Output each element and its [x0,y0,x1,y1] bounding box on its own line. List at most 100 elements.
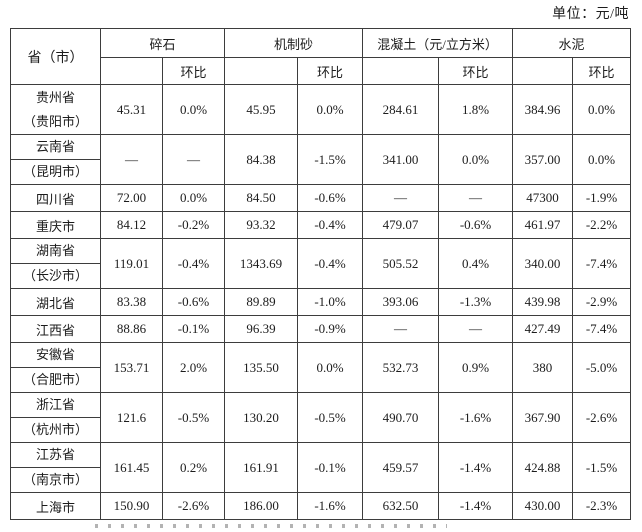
province-name: 江西省 [35,322,75,338]
cell-value: 1343.69 [224,238,299,289]
cell-value: 150.90 [100,492,163,520]
cell-value: -0.4% [297,211,364,239]
cell-value: -1.6% [438,392,514,443]
cell-value: 424.88 [512,442,574,493]
cell-value: 83.38 [100,288,163,316]
table-row: 安徽省 （合肥市） 153.71 2.0% 135.50 0.0% 532.73… [10,342,632,393]
table-row: 江苏省 （南京市） 161.45 0.2% 161.91 -0.1% 459.5… [10,442,632,493]
cell-value: -0.6% [161,288,226,316]
cell-value: 532.73 [362,342,440,393]
cell-value: -1.5% [572,442,632,493]
cell-value: 89.89 [224,288,299,316]
cell-value: — [438,315,514,343]
cell-value: 439.98 [512,288,574,316]
province-name: 湖北省 [35,295,75,311]
province-cell: 湖南省 （长沙市） [10,238,101,289]
cell-value: -2.9% [572,288,632,316]
cell-value: 153.71 [100,342,163,393]
cell-value: 357.00 [512,134,574,185]
cell-value: 84.12 [100,211,163,239]
table-row: 重庆市 84.12 -0.2% 93.32 -0.4% 479.07 -0.6%… [10,211,632,239]
cell-value: 161.91 [224,442,299,493]
province-name: 四川省 [35,191,75,207]
cell-value: 427.49 [512,315,574,343]
cell-value: -1.9% [572,184,632,212]
province-city: （长沙市） [22,268,88,283]
header-row-groups: 省（市） 碎石 机制砂 混凝土（元/立方米） 水泥 [10,28,632,85]
province-cell: 上海市 [10,492,101,520]
cell-value: 161.45 [100,442,163,493]
cell-value: 459.57 [362,442,440,493]
subheader-mom: 环比 [297,57,364,85]
cell-value: 47300 [512,184,574,212]
cell-value: -0.6% [297,184,364,212]
cell-value: -0.5% [297,392,364,443]
cell-value: 284.61 [362,84,440,135]
province-cell: 重庆市 [10,211,101,239]
cell-value: 0.0% [161,184,226,212]
cell-value: 1.8% [438,84,514,135]
province-cell: 江苏省 （南京市） [10,442,101,493]
table-row: 湖南省 （长沙市） 119.01 -0.4% 1343.69 -0.4% 505… [10,238,632,289]
group-header-cement: 水泥 [512,28,632,58]
province-cell: 江西省 [10,315,101,343]
group-header-concrete: 混凝土（元/立方米） [362,28,514,58]
cell-value: -2.3% [572,492,632,520]
province-cell: 四川省 [10,184,101,212]
subheader-mom: 环比 [161,57,226,85]
cell-value: 384.96 [512,84,574,135]
cell-value: -2.6% [161,492,226,520]
cell-value: -7.4% [572,238,632,289]
group-header-crushed-stone: 碎石 [99,28,226,58]
province-name: 重庆市 [35,218,75,234]
unit-label: 单位：元/吨 [552,7,629,22]
cell-value: 0.0% [572,84,632,135]
cell-value: -0.5% [161,392,226,443]
cell-value: 121.6 [100,392,163,443]
cell-value: 119.01 [100,238,163,289]
cell-value: -1.3% [438,288,514,316]
cell-value: — [362,315,440,343]
cell-value: 461.97 [512,211,574,239]
cell-value: 0.0% [297,84,364,135]
group-header-machine-sand: 机制砂 [224,28,364,58]
cell-value: 505.52 [362,238,440,289]
subheader-mom: 环比 [572,57,632,85]
cell-value: 393.06 [362,288,440,316]
cell-value: -1.5% [297,134,364,185]
cell-value: 130.20 [224,392,299,443]
province-city: （合肥市） [22,372,88,387]
cell-value: 135.50 [224,342,299,393]
cell-value: 0.0% [572,134,632,185]
province-name: 江苏省 [11,444,100,468]
cell-value: -1.0% [297,288,364,316]
cell-value: — [362,184,440,212]
province-name: 安徽省 [11,344,100,368]
subheader-mom: 环比 [438,57,514,85]
province-name: 云南省 [11,136,100,160]
table-row: 上海市 150.90 -2.6% 186.00 -1.6% 632.50 -1.… [10,492,632,520]
cell-value: 380 [512,342,574,393]
cell-value: 367.90 [512,392,574,443]
cell-value: -0.4% [297,238,364,289]
province-cell: 安徽省 （合肥市） [10,342,101,393]
cell-value: -5.0% [572,342,632,393]
cell-value: -1.4% [438,492,514,520]
province-cell: 湖北省 [10,288,101,316]
cell-value: -0.1% [161,315,226,343]
cell-value: -0.1% [297,442,364,493]
province-name: 上海市 [35,499,75,515]
cell-value: 490.70 [362,392,440,443]
subheader-price [362,57,440,85]
province-column-header: 省（市） [10,28,101,85]
table-row: 云南省 （昆明市） — — 84.38 -1.5% 341.00 0.0% 35… [10,134,632,185]
table-row: 江西省 88.86 -0.1% 96.39 -0.9% — — 427.49 -… [10,315,632,343]
cell-value: — [438,184,514,212]
subheader-price [224,57,299,85]
province-name: 湖南省 [11,240,100,264]
cell-value: -1.4% [438,442,514,493]
cell-value: -0.6% [438,211,514,239]
province-city: （昆明市） [22,164,88,179]
cell-value: 430.00 [512,492,574,520]
cell-value: 479.07 [362,211,440,239]
